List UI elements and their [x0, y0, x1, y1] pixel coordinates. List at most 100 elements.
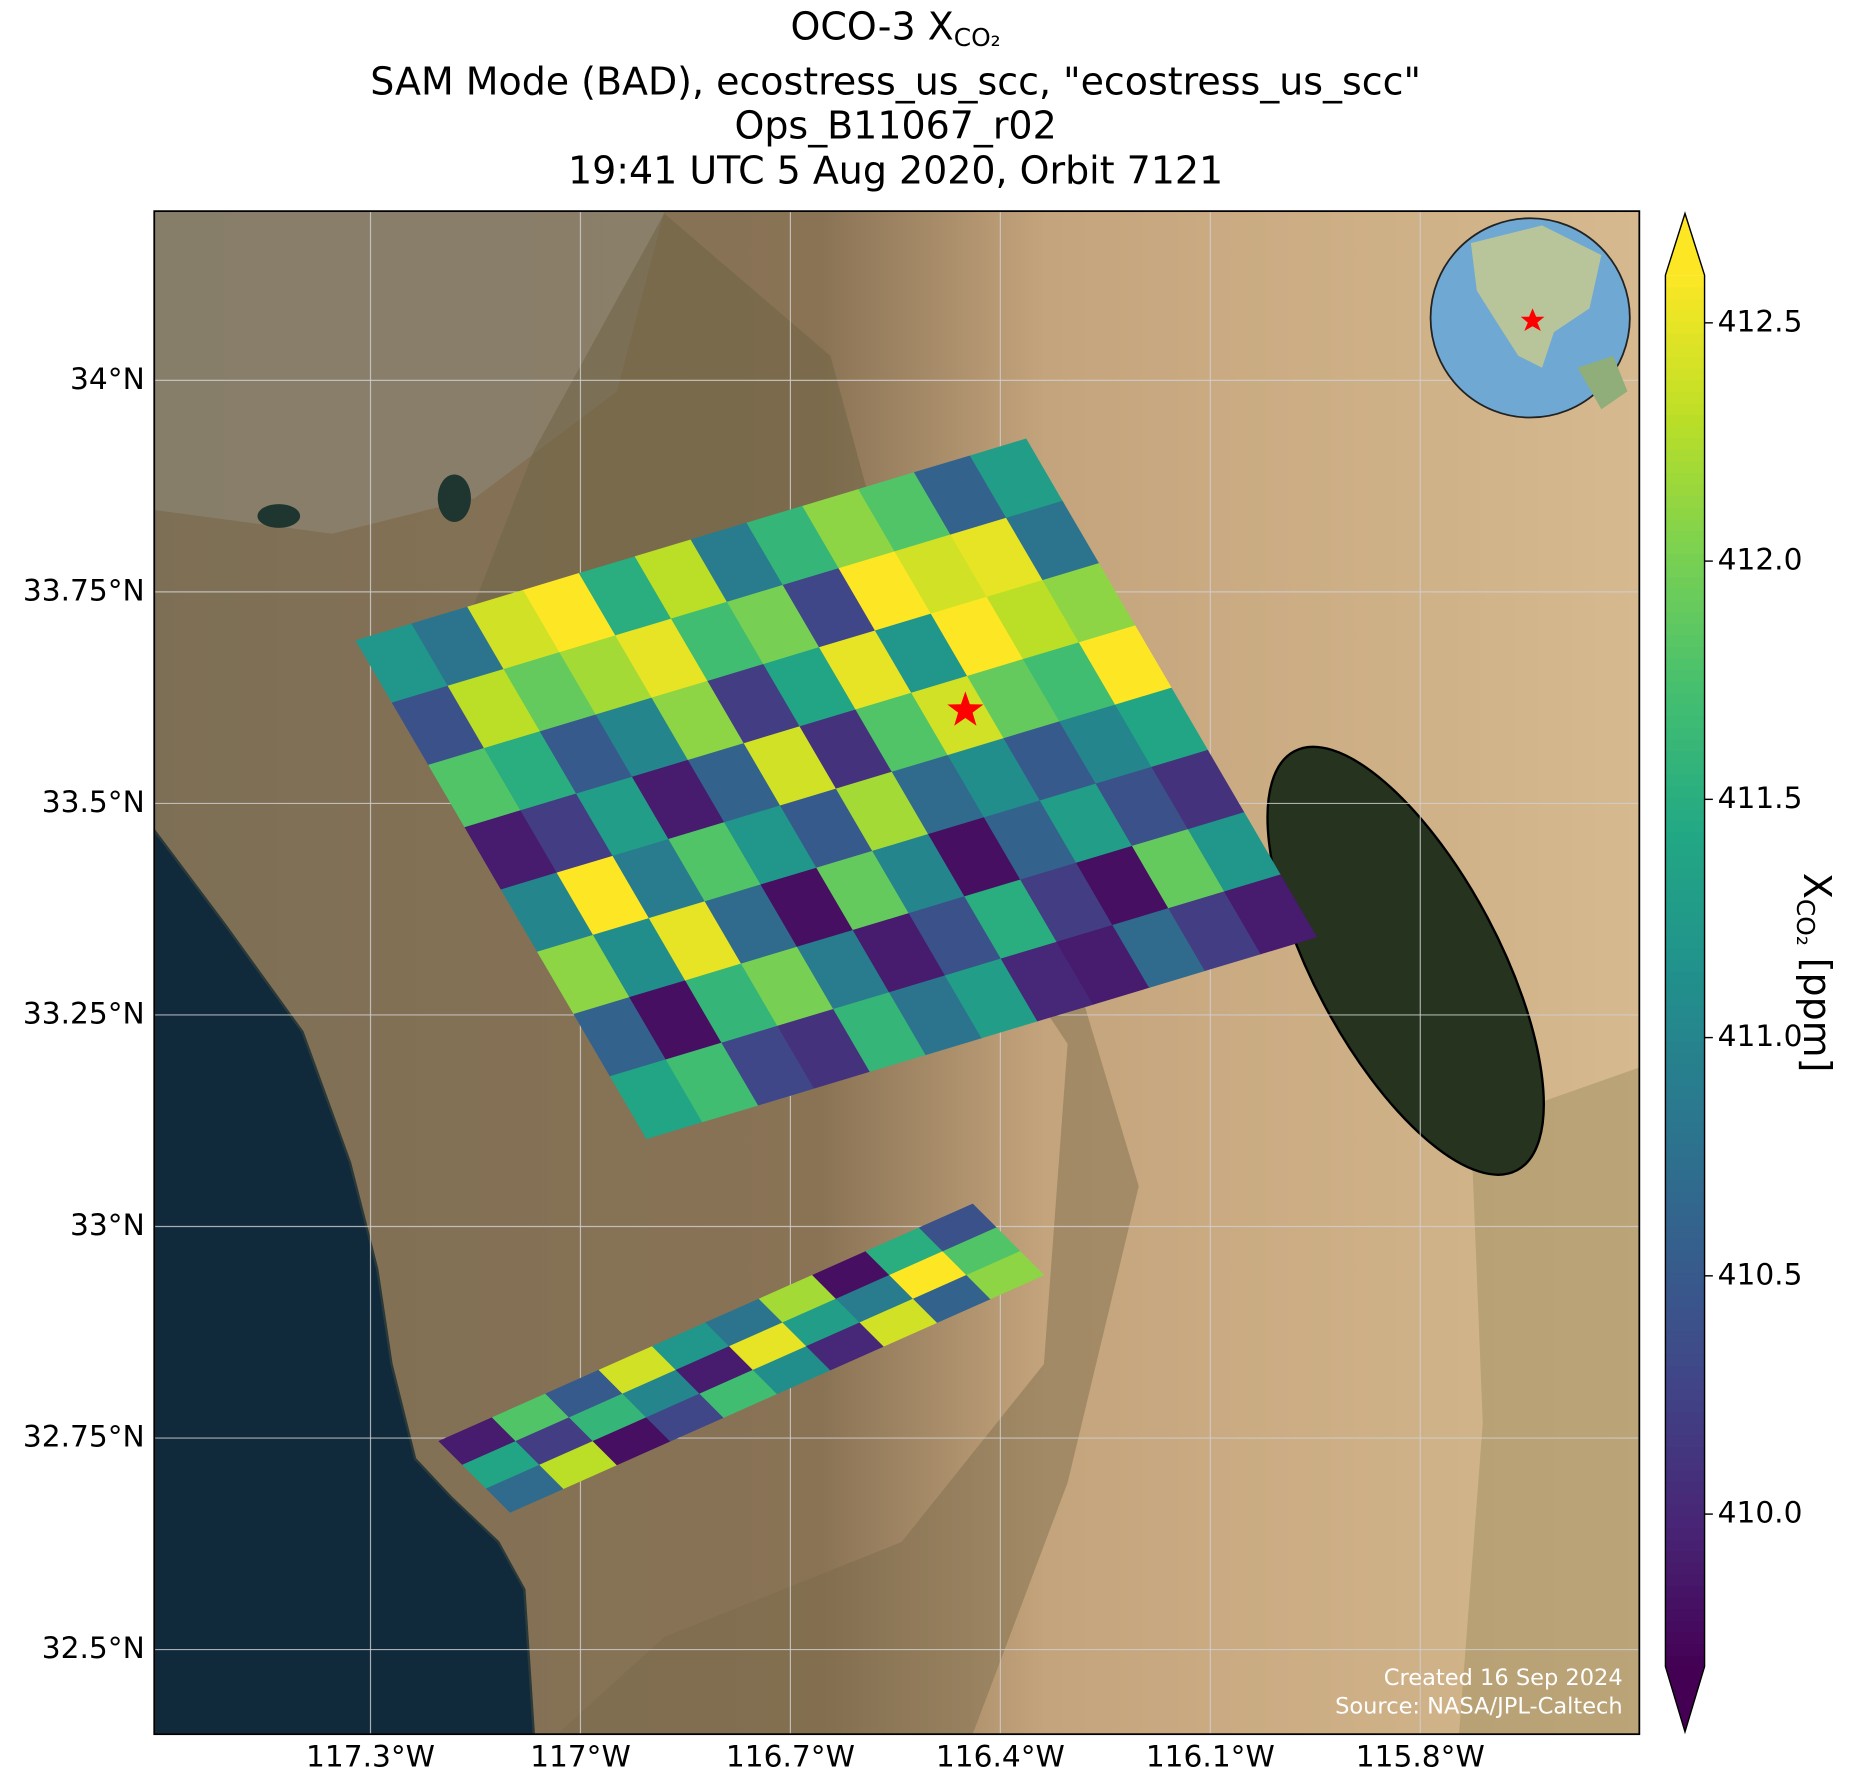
- colorbar-segment: [1665, 1481, 1705, 1494]
- colorbar-segment: [1665, 599, 1705, 613]
- colorbar-segment: [1665, 1515, 1705, 1529]
- colorbar-segment: [1665, 1365, 1705, 1378]
- y-tick-label: 34°N: [70, 361, 145, 396]
- globe-marker: [1520, 308, 1545, 331]
- colorbar-segment: [1665, 878, 1705, 891]
- subtitle: 19:41 UTC 5 Aug 2020, Orbit 7121: [568, 149, 1223, 193]
- colorbar-segment: [1665, 889, 1705, 903]
- colorbar-segment: [1665, 1341, 1705, 1355]
- colorbar-segment: [1665, 727, 1705, 740]
- colorbar-segment: [1665, 1063, 1705, 1076]
- colorbar-segment: [1665, 495, 1705, 508]
- colorbar-segment: [1665, 773, 1705, 787]
- colorbar-segment: [1665, 1446, 1705, 1459]
- colorbar-segment: [1665, 646, 1705, 659]
- y-tick-label: 33.75°N: [23, 572, 145, 607]
- y-tick-label: 33.25°N: [23, 995, 145, 1030]
- colorbar-segment: [1665, 1283, 1705, 1297]
- colorbar-segment: [1665, 309, 1705, 323]
- credit: Created 16 Sep 2024: [1384, 1665, 1623, 1691]
- target-marker: [947, 691, 984, 726]
- lake: [437, 474, 471, 522]
- colorbar-tick-label: 410.5: [1718, 1256, 1803, 1291]
- colorbar-segment: [1665, 367, 1705, 381]
- y-tick-label: 32.5°N: [42, 1630, 145, 1665]
- colorbar-label-unit: [ppm]: [1795, 958, 1839, 1073]
- colorbar-label-text: X: [1795, 873, 1839, 899]
- colorbar-segment: [1665, 344, 1705, 358]
- colorbar-tick-label: 412.5: [1718, 303, 1803, 338]
- colorbar-label: XCO₂ [ppm]: [1791, 873, 1839, 1073]
- colorbar-tick-label: 412.0: [1718, 542, 1803, 577]
- colorbar-segment: [1665, 1167, 1705, 1181]
- colorbar-segment: [1665, 936, 1705, 949]
- colorbar-segment: [1665, 437, 1705, 450]
- globe-land: [1470, 225, 1602, 368]
- colorbar-segment: [1665, 947, 1705, 960]
- colorbar-segment: [1665, 1469, 1705, 1482]
- title-subscript: CO₂: [954, 23, 1001, 52]
- colorbar-segment: [1665, 391, 1705, 404]
- colorbar-segment: [1665, 1539, 1705, 1552]
- colorbar-segment: [1665, 275, 1705, 288]
- colorbar-segment: [1665, 912, 1705, 926]
- colorbar-segment: [1665, 472, 1705, 485]
- colorbar-segment: [1665, 483, 1705, 497]
- colorbar-segment: [1665, 1643, 1705, 1656]
- x-tick-label: 117.3°W: [306, 1738, 435, 1773]
- lake: [257, 504, 301, 528]
- chart-title: OCO-3 XCO₂: [791, 4, 1001, 52]
- colorbar-extend-max: [1665, 213, 1705, 276]
- colorbar-segment: [1665, 611, 1705, 624]
- colorbar-segment: [1665, 854, 1705, 868]
- colorbar-segment: [1665, 1214, 1705, 1227]
- y-tick-label: 33.5°N: [42, 784, 145, 819]
- colorbar-segment: [1665, 425, 1705, 439]
- colorbar-segment: [1665, 530, 1705, 543]
- colorbar-segment: [1665, 1249, 1705, 1262]
- colorbar-segment: [1665, 1620, 1705, 1633]
- colorbar-segment: [1665, 634, 1705, 647]
- colorbar-segment: [1665, 298, 1705, 311]
- colorbar-segment: [1665, 565, 1705, 578]
- colorbar-segment: [1665, 866, 1705, 879]
- colorbar-segment: [1665, 1318, 1705, 1332]
- colorbar-segment: [1665, 1527, 1705, 1540]
- map-frame: [153, 210, 1641, 1736]
- colorbar-segment: [1665, 402, 1705, 416]
- colorbar-segment: [1665, 1376, 1705, 1390]
- farmland: [1459, 1067, 1640, 1735]
- colorbar-segment: [1665, 982, 1705, 995]
- colorbar-segment: [1665, 901, 1705, 914]
- x-tick-label: 116.4°W: [936, 1738, 1065, 1773]
- y-tick-label: 33°N: [70, 1207, 145, 1242]
- colorbar-segment: [1665, 1597, 1705, 1610]
- colorbar-label-subscript: CO₂: [1791, 899, 1820, 946]
- soundings: [355, 438, 1318, 1513]
- colorbar-segment: [1665, 1434, 1705, 1447]
- colorbar-tick-label: 410.0: [1718, 1495, 1803, 1530]
- colorbar-segment: [1665, 715, 1705, 729]
- colorbar-segment: [1665, 588, 1705, 601]
- subtitle: Ops_B11067_r02: [734, 104, 1056, 148]
- colorbar-segment: [1665, 1631, 1705, 1645]
- colorbar-segment: [1665, 553, 1705, 566]
- colorbar-segment: [1665, 1237, 1705, 1250]
- salton-sea: [1266, 745, 1545, 1176]
- colorbar-segment: [1665, 820, 1705, 833]
- x-tick-label: 116.7°W: [726, 1738, 855, 1773]
- colorbar-segment: [1665, 1457, 1705, 1471]
- colorbar-segment: [1665, 1040, 1705, 1053]
- colorbar-segment: [1665, 1504, 1705, 1517]
- colorbar-segment: [1665, 970, 1705, 984]
- globe-inset: [1429, 217, 1631, 419]
- colorbar-segment: [1665, 321, 1705, 334]
- x-tick-label: 116.1°W: [1146, 1738, 1275, 1773]
- colorbar-segment: [1665, 785, 1705, 798]
- colorbar-segment: [1665, 1005, 1705, 1018]
- colorbar-segment: [1665, 1388, 1705, 1401]
- title-text: OCO-3 X: [791, 4, 954, 48]
- colorbar-segment: [1665, 1156, 1705, 1169]
